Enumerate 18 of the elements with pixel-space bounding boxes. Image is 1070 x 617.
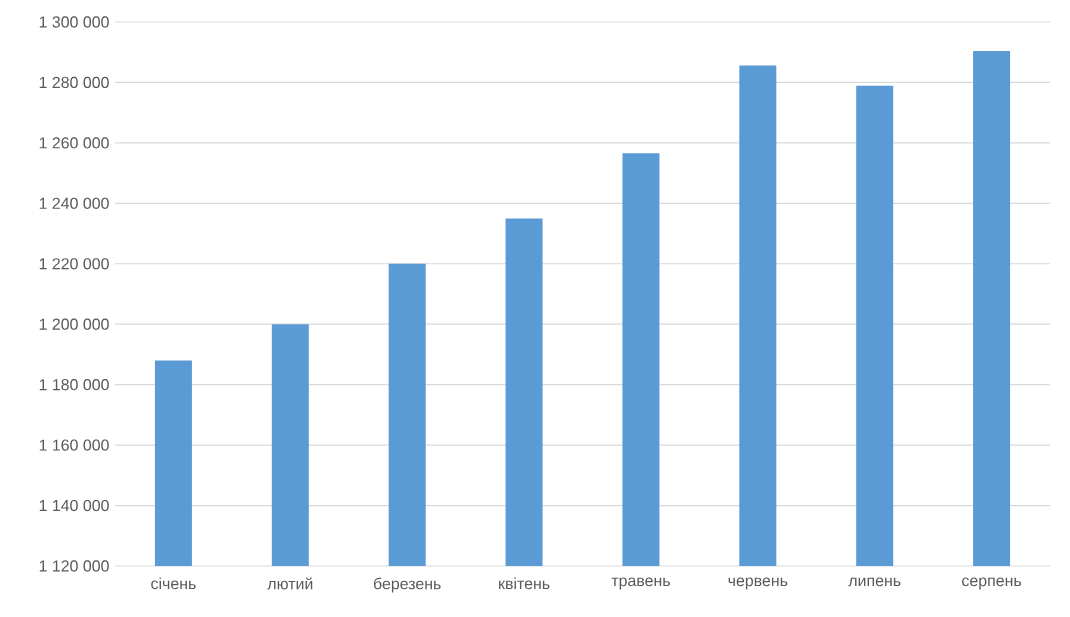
x-tick-label: січень [151,577,196,590]
y-tick-label: 1 240 000 [39,197,109,209]
x-tick-label: липень [848,577,901,587]
y-tick-label: 1 300 000 [39,16,109,28]
x-tick-label: травень [611,577,670,590]
x-tick-label: червень [728,577,788,590]
y-tick-label: 1 140 000 [39,499,109,512]
y-tick-label: 1 260 000 [39,137,109,149]
x-tick-label: лютий [267,577,313,590]
y-tick-label: 1 220 000 [39,258,109,270]
x-tick-label: серпень [962,577,1022,590]
y-tick-label: 1 180 000 [39,379,109,391]
y-tick-label: 1 160 000 [39,439,109,451]
x-tick-label: квітень [499,577,550,590]
y-tick-label: 1 280 000 [39,76,109,89]
y-tick-label: 1 120 000 [39,560,109,572]
x-tick-label: березень [373,577,441,593]
y-tick-label: 1 200 000 [39,318,109,330]
